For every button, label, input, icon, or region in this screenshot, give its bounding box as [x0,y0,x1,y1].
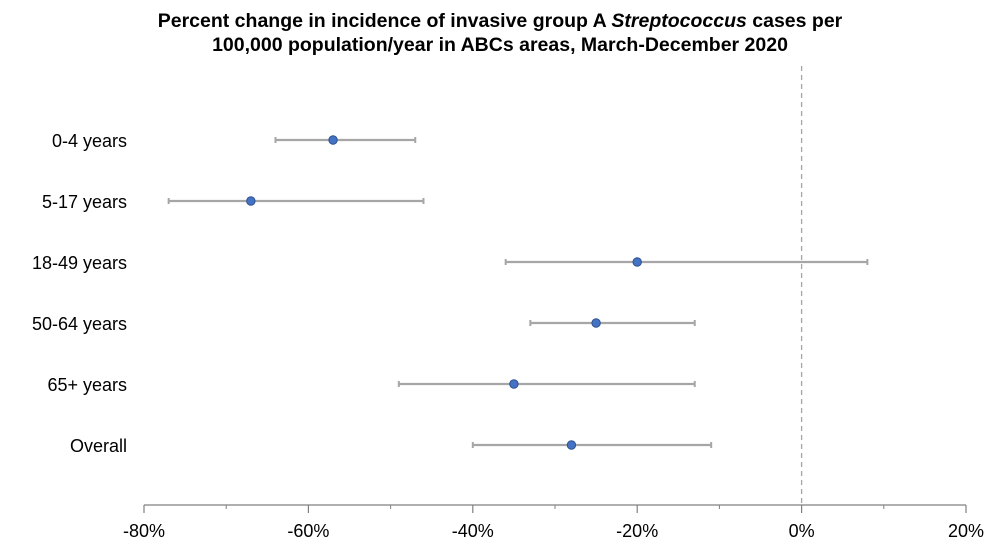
x-tick-label-4: 0% [789,521,815,541]
data-point-3 [591,318,601,328]
category-label-0: 0-4 years [52,131,127,151]
category-label-1: 5-17 years [42,192,127,212]
chart-title-line-2: 100,000 population/year in ABCs areas, M… [212,34,788,56]
category-label-5: Overall [70,436,127,456]
chart-title-suffix: cases per [746,10,843,32]
data-point-1 [246,196,256,206]
x-tick-label-0: -80% [123,521,165,541]
data-point-0 [328,135,338,145]
x-tick-label-5: 20% [948,521,984,541]
data-point-4 [509,379,519,389]
category-label-2: 18-49 years [32,253,127,273]
chart-title-italic: Streptococcus [611,10,747,32]
category-label-3: 50-64 years [32,314,127,334]
data-point-2 [632,257,642,267]
chart-title-line-1: Percent change in incidence of invasive … [60,9,940,33]
x-tick-label-2: -40% [452,521,494,541]
chart-title-prefix: Percent change in incidence of invasive … [157,10,612,32]
data-point-5 [566,440,577,450]
x-tick-label-3: -20% [616,521,658,541]
category-label-4: 65+ years [47,375,127,395]
x-tick-label-1: -60% [287,521,329,541]
